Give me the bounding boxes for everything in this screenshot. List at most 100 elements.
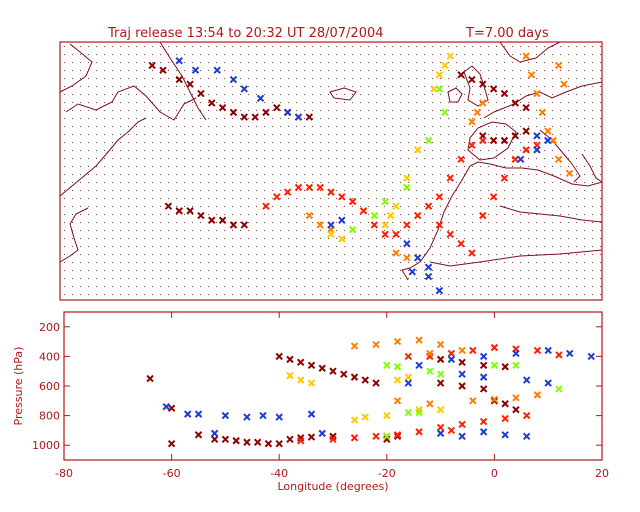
pressure-marker-blue (479, 428, 488, 436)
map-marker-orange (403, 254, 411, 262)
pressure-marker-yellow (383, 411, 391, 420)
x-tick-label: 0 (491, 467, 498, 480)
pressure-marker-green (512, 361, 520, 369)
map-marker-blue (544, 136, 552, 145)
coastline-west-africa (401, 165, 471, 281)
map-marker-blue (256, 94, 265, 102)
map-marker-dark_red (251, 113, 259, 121)
pressure-marker-dark_red (253, 438, 262, 446)
pressure-marker-red (490, 343, 499, 352)
map-marker-dark_red (500, 136, 509, 145)
map-marker-yellow (392, 202, 400, 210)
map-marker-orange (468, 118, 476, 126)
map-marker-red (522, 146, 530, 154)
pressure-marker-dark_red (436, 355, 445, 364)
pressure-marker-green (436, 370, 445, 378)
map-marker-blue (327, 221, 335, 229)
map-panel (59, 41, 603, 301)
pressure-marker-blue (501, 431, 509, 439)
map-marker-red (446, 230, 454, 239)
pressure-marker-red (350, 434, 359, 442)
pressure-marker-blue (522, 376, 531, 384)
pressure-marker-dark_red (318, 364, 326, 372)
pressure-marker-red (404, 352, 413, 361)
map-marker-red (468, 249, 476, 257)
map-marker-dark_red (522, 103, 530, 112)
map-marker-orange (544, 127, 552, 135)
map-frame (59, 41, 603, 301)
pressure-marker-dark_red (361, 376, 369, 384)
map-marker-red (359, 207, 368, 215)
coastline-africa (469, 161, 603, 187)
pressure-marker-green (393, 363, 402, 371)
y-tick-label: 600 (39, 380, 60, 393)
map-marker-orange (560, 80, 568, 88)
map-marker-red (294, 183, 303, 192)
map-marker-yellow (441, 61, 449, 70)
x-tick-label: -20 (378, 467, 396, 480)
pressure-marker-blue (458, 370, 466, 378)
coastline-labrador (59, 43, 93, 93)
map-marker-orange (554, 155, 563, 163)
pressure-marker-yellow (286, 371, 294, 380)
pressure-marker-dark_red (329, 367, 337, 375)
pressure-marker-blue (522, 432, 531, 441)
pressure-marker-orange (393, 337, 402, 346)
map-marker-dark_red (186, 207, 194, 215)
x-tick-label: -60 (163, 467, 181, 480)
map-marker-orange (392, 249, 400, 257)
map-marker-green (424, 136, 433, 145)
pressure-marker-dark_red (275, 440, 283, 448)
map-marker-dark_red (175, 75, 183, 84)
pressure-marker-green (490, 361, 499, 369)
pressure-marker-dark_red (501, 400, 509, 408)
map-marker-red (457, 155, 465, 163)
map-marker-red (468, 141, 476, 149)
pressure-marker-orange (458, 346, 466, 355)
pressure-marker-dark_red (210, 435, 219, 443)
map-marker-red (424, 202, 433, 210)
map-marker-red (435, 221, 444, 229)
map-marker-red (446, 174, 454, 182)
map-marker-dark_red (511, 132, 519, 140)
map-marker-blue (403, 240, 411, 248)
map-trajectory-markers (148, 52, 574, 295)
pressure-marker-red (436, 423, 445, 432)
pressure-marker-red (555, 351, 563, 359)
map-marker-dark_red (218, 103, 227, 112)
map-marker-red (414, 211, 422, 220)
map-marker-orange (533, 89, 541, 98)
pressure-marker-dark_red (307, 361, 316, 369)
pressure-marker-orange (512, 394, 520, 402)
pressure-marker-green (555, 385, 563, 393)
pressure-marker-blue (404, 379, 413, 387)
pressure-marker-dark_red (232, 437, 240, 445)
pressure-marker-blue (458, 432, 466, 441)
map-marker-dark_red (457, 71, 465, 79)
pressure-marker-dark_red (167, 404, 176, 412)
pressure-marker-orange (393, 397, 402, 405)
pressure-marker-blue (162, 403, 170, 411)
pressure-marker-dark_red (194, 431, 203, 439)
map-marker-orange (554, 61, 563, 70)
pressure-marker-green (404, 408, 413, 417)
map-marker-orange (549, 136, 557, 145)
pressure-marker-blue (307, 410, 316, 418)
pressure-axes: -80 -60 -40 -20 0 20 200 400 600 800 1000 (32, 312, 609, 480)
coastline-canada (65, 85, 197, 121)
map-marker-red (403, 221, 411, 229)
map-marker-dark_red (197, 211, 205, 220)
pressure-marker-yellow (436, 405, 445, 414)
map-marker-dark_red (240, 113, 248, 121)
map-marker-dark_red (489, 85, 498, 93)
map-marker-blue (240, 85, 248, 93)
map-marker-orange (473, 108, 482, 117)
map-marker-blue (533, 132, 541, 140)
pressure-marker-red (447, 349, 456, 358)
pressure-panel: -80 -60 -40 -20 0 20 200 400 600 800 1000 Longitud… (12, 311, 609, 493)
map-marker-dark_red (159, 66, 167, 74)
coastline-africa-border (499, 205, 603, 223)
coastline-greece (581, 153, 603, 183)
map-marker-red (435, 193, 444, 201)
